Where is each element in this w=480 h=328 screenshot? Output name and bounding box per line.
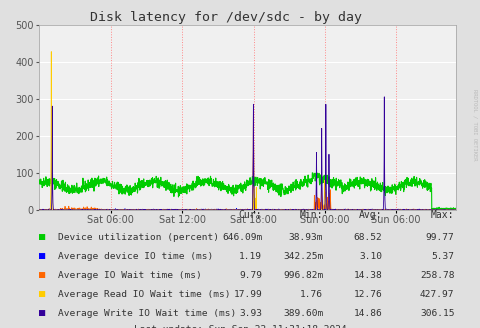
- Text: ■: ■: [39, 308, 46, 318]
- Text: 306.15: 306.15: [419, 309, 454, 318]
- Text: ■: ■: [39, 232, 46, 242]
- Text: Average Write IO Wait time (ms): Average Write IO Wait time (ms): [58, 309, 236, 318]
- Text: 99.77: 99.77: [425, 233, 454, 242]
- Text: Device utilization (percent): Device utilization (percent): [58, 233, 218, 242]
- Text: 1.76: 1.76: [300, 290, 323, 299]
- Text: Cur:: Cur:: [238, 210, 262, 220]
- Text: Last update: Sun Sep 22 11:31:18 2024: Last update: Sun Sep 22 11:31:18 2024: [134, 325, 346, 328]
- Text: Max:: Max:: [430, 210, 454, 220]
- Text: 646.09m: 646.09m: [221, 233, 262, 242]
- Text: 12.76: 12.76: [353, 290, 382, 299]
- Text: Average Read IO Wait time (ms): Average Read IO Wait time (ms): [58, 290, 230, 299]
- Text: 342.25m: 342.25m: [282, 252, 323, 261]
- Text: 17.99: 17.99: [233, 290, 262, 299]
- Text: Min:: Min:: [299, 210, 323, 220]
- Text: Average device IO time (ms): Average device IO time (ms): [58, 252, 213, 261]
- Text: 14.38: 14.38: [353, 271, 382, 280]
- Text: 5.37: 5.37: [431, 252, 454, 261]
- Text: 9.79: 9.79: [239, 271, 262, 280]
- Text: Disk latency for /dev/sdc - by day: Disk latency for /dev/sdc - by day: [90, 11, 361, 25]
- Text: 14.86: 14.86: [353, 309, 382, 318]
- Text: 389.60m: 389.60m: [282, 309, 323, 318]
- Text: 996.82m: 996.82m: [282, 271, 323, 280]
- Text: 258.78: 258.78: [419, 271, 454, 280]
- Text: ■: ■: [39, 270, 46, 280]
- Text: 38.93m: 38.93m: [288, 233, 323, 242]
- Text: 427.97: 427.97: [419, 290, 454, 299]
- Text: 68.52: 68.52: [353, 233, 382, 242]
- Text: RRDTOOL / TOBI OETIKER: RRDTOOL / TOBI OETIKER: [472, 89, 477, 160]
- Text: 1.19: 1.19: [239, 252, 262, 261]
- Text: 3.93: 3.93: [239, 309, 262, 318]
- Text: Avg:: Avg:: [358, 210, 382, 220]
- Text: 3.10: 3.10: [359, 252, 382, 261]
- Text: ■: ■: [39, 289, 46, 299]
- Text: Average IO Wait time (ms): Average IO Wait time (ms): [58, 271, 201, 280]
- Text: ■: ■: [39, 251, 46, 261]
